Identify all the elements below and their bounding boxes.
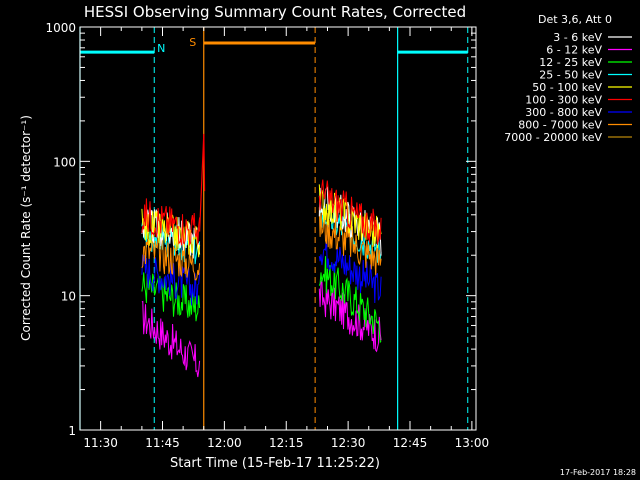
x-tick-label: 12:15 — [269, 436, 304, 450]
legend-label: 50 - 100 keV — [532, 81, 602, 94]
plot-frame — [79, 26, 477, 431]
x-tick-label: 12:45 — [393, 436, 428, 450]
x-tick-label: 13:00 — [455, 436, 490, 450]
legend-label: 12 - 25 keV — [539, 56, 602, 69]
y-tick-label: 100 — [53, 155, 76, 169]
series-trace-6 — [141, 254, 201, 306]
series-trace-7 — [141, 235, 201, 281]
legend-title: Det 3,6, Att 0 — [538, 13, 612, 26]
legend-label: 100 - 300 keV — [525, 94, 602, 107]
footer-date: 17-Feb-2017 18:28 — [560, 468, 636, 477]
y-tick-label: 10 — [61, 290, 76, 304]
y-axis-label: Corrected Count Rate (s⁻¹ detector⁻¹) — [19, 115, 33, 341]
chart-title: HESSI Observing Summary Count Rates, Cor… — [84, 3, 466, 21]
legend-label: 800 - 7000 keV — [518, 119, 602, 132]
legend-label: 6 - 12 keV — [546, 44, 602, 57]
series-trace-2 — [141, 272, 201, 322]
series-trace-7 — [318, 207, 382, 276]
series-trace-1 — [141, 300, 201, 378]
axes: 11:30 11:45 12:00 12:15 12:30 12:45 13:00 1 10 10… — [45, 21, 489, 450]
legend-label: 3 - 6 keV — [553, 31, 602, 44]
legend-label: 7000 - 20000 keV — [504, 131, 602, 144]
series-trace-2 — [318, 256, 382, 344]
y-tick-label: 1000 — [45, 21, 76, 35]
legend-label: 300 - 800 keV — [525, 106, 602, 119]
series-trace-1 — [318, 278, 382, 353]
saa-label: S — [189, 36, 196, 49]
x-tick-label: 11:45 — [145, 436, 180, 450]
data-series — [141, 133, 382, 378]
night-label: N — [157, 42, 165, 55]
legend-label: 25 - 50 keV — [539, 69, 602, 82]
y-tick-label: 1 — [68, 424, 76, 438]
x-tick-label: 12:00 — [207, 436, 242, 450]
series-trace-5 — [141, 198, 201, 247]
series-trace-5 — [318, 179, 382, 246]
x-tick-label: 12:30 — [331, 436, 366, 450]
x-axis-label: Start Time (15-Feb-17 11:25:22) — [170, 456, 380, 471]
x-tick-label: 11:30 — [83, 436, 118, 450]
series-spike — [199, 133, 206, 232]
